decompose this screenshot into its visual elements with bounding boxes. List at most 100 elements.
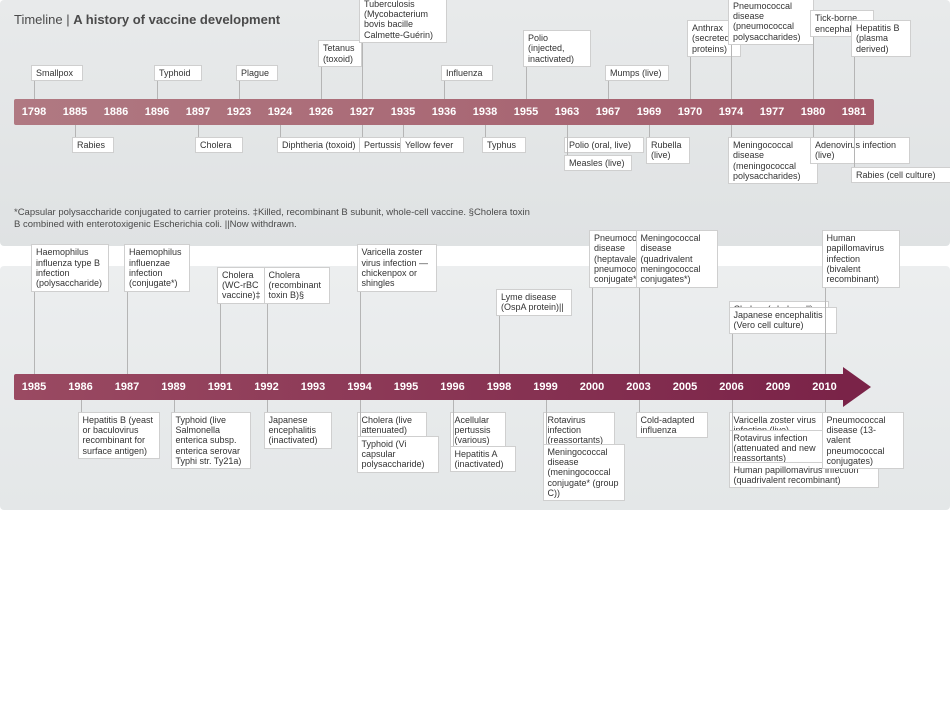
vaccine-box: Cholera (recombinant toxin B)§ xyxy=(264,267,330,304)
connector-stem xyxy=(280,125,281,137)
year-label: 1923 xyxy=(219,99,259,125)
connector-stem xyxy=(267,302,268,374)
year-label: 1967 xyxy=(588,99,628,125)
connector-stem xyxy=(690,55,691,99)
connector-stem xyxy=(649,125,650,137)
year-label: 1986 xyxy=(61,374,101,400)
connector-stem xyxy=(825,400,826,412)
connector-stem xyxy=(592,286,593,374)
vaccine-box: Polio (injected, inactivated) xyxy=(523,30,591,67)
vaccine-box: Hepatitis B (plasma derived) xyxy=(851,20,911,57)
vaccine-box: Meningococcal disease (meningococcal con… xyxy=(543,444,625,502)
connector-stem xyxy=(732,400,733,462)
connector-stem xyxy=(403,125,404,137)
connector-stem xyxy=(639,400,640,412)
connector-stem xyxy=(453,400,454,446)
vaccine-box: Haemophilus influenzae infection (conjug… xyxy=(124,244,190,291)
year-label: 1798 xyxy=(14,99,54,125)
year-label: 1927 xyxy=(342,99,382,125)
year-label: 1935 xyxy=(383,99,423,125)
year-label: 1936 xyxy=(424,99,464,125)
connector-stem xyxy=(321,65,322,99)
connector-stem xyxy=(731,43,732,99)
connector-stem xyxy=(485,125,486,137)
footnote: *Capsular polysaccharide conjugated to c… xyxy=(14,207,534,232)
connector-stem xyxy=(732,332,733,374)
year-label: 1981 xyxy=(834,99,874,125)
vaccine-box: Cholera (WC-rBC vaccine)‡ xyxy=(217,267,269,304)
vaccine-box: Rubella (live) xyxy=(646,137,690,164)
vaccine-box: Hepatitis A (inactivated) xyxy=(450,446,516,473)
connector-stem xyxy=(360,290,361,374)
year-label: 1926 xyxy=(301,99,341,125)
year-label: 1897 xyxy=(178,99,218,125)
year-label: 1970 xyxy=(670,99,710,125)
connector-stem xyxy=(127,290,128,374)
vaccine-box: Meningococcal disease (quadrivalent meni… xyxy=(636,230,718,288)
connector-stem xyxy=(198,125,199,137)
connector-stem xyxy=(813,125,814,137)
connector-stem xyxy=(546,400,547,444)
year-label: 1994 xyxy=(340,374,380,400)
connector-stem xyxy=(34,79,35,99)
connector-stem xyxy=(639,286,640,374)
year-label: 2005 xyxy=(665,374,705,400)
connector-stem xyxy=(526,65,527,99)
connector-stem xyxy=(362,125,363,137)
vaccine-box: Rabies xyxy=(72,137,114,153)
connector-stem xyxy=(75,125,76,137)
connector-stem xyxy=(499,314,500,374)
connector-stem xyxy=(220,302,221,374)
timeline-top: SmallpoxTyphoidPlagueTetanus (toxoid)Tub… xyxy=(14,35,936,189)
boxes-above-bottom: Haemophilus influenza type B infection (… xyxy=(14,278,936,374)
year-label: 1924 xyxy=(260,99,300,125)
vaccine-box: Varicella zoster virus infection — chick… xyxy=(357,244,437,291)
year-label: 1974 xyxy=(711,99,751,125)
vaccine-box: Human papillomavirus infection (bivalent… xyxy=(822,230,900,288)
title-prefix: Timeline | xyxy=(14,12,73,27)
vaccine-box: Typhoid xyxy=(154,65,202,81)
year-label: 1998 xyxy=(479,374,519,400)
year-label: 2003 xyxy=(619,374,659,400)
vaccine-box: Mumps (live) xyxy=(605,65,669,81)
boxes-above-top: SmallpoxTyphoidPlagueTetanus (toxoid)Tub… xyxy=(14,35,936,99)
vaccine-box: Rabies (cell culture) xyxy=(851,167,950,183)
connector-stem xyxy=(174,400,175,412)
connector-stem xyxy=(360,400,361,436)
year-label: 1977 xyxy=(752,99,792,125)
connector-stem xyxy=(267,400,268,412)
axis-top: 1798188518861896189719231924192619271935… xyxy=(14,99,936,125)
year-label: 1955 xyxy=(506,99,546,125)
vaccine-box: Adenovirus infection (live) xyxy=(810,137,910,164)
timeline-panel-top: Timeline | A history of vaccine developm… xyxy=(0,0,950,246)
vaccine-box: Tuberculosis (Mycobacterium bovis bacill… xyxy=(359,0,447,43)
vaccine-box: Cholera xyxy=(195,137,243,153)
year-label: 1992 xyxy=(247,374,287,400)
year-label: 2006 xyxy=(712,374,752,400)
year-label: 2000 xyxy=(572,374,612,400)
year-label: 1993 xyxy=(293,374,333,400)
vaccine-box: Typhoid (live Salmonella enterica subsp.… xyxy=(171,412,251,470)
vaccine-box: Japanese encephalitis (Vero cell culture… xyxy=(729,307,837,334)
year-label: 1938 xyxy=(465,99,505,125)
boxes-below-top: RabiesCholeraDiphtheria (toxoid)Pertussi… xyxy=(14,125,936,189)
vaccine-box: Smallpox xyxy=(31,65,83,81)
connector-stem xyxy=(608,79,609,99)
timeline-bottom: Haemophilus influenza type B infection (… xyxy=(14,278,936,496)
year-label: 2009 xyxy=(758,374,798,400)
year-label: 1886 xyxy=(96,99,136,125)
connector-stem xyxy=(362,41,363,99)
vaccine-box: Tetanus (toxoid) xyxy=(318,40,362,67)
year-label: 2010 xyxy=(805,374,845,400)
year-label: 1980 xyxy=(793,99,833,125)
vaccine-box: Diphtheria (toxoid) xyxy=(277,137,369,153)
axis-bottom: 1985198619871989199119921993199419951996… xyxy=(14,374,936,400)
vaccine-box: Typhoid (Vi capsular polysaccharide) xyxy=(357,436,439,473)
vaccine-box: Hepatitis B (yeast or baculovirus recomb… xyxy=(78,412,160,459)
connector-stem xyxy=(157,79,158,99)
vaccine-box: Pneumococcal disease (13-valent pneumoco… xyxy=(822,412,904,470)
vaccine-box: Cholera (live attenuated) xyxy=(357,412,427,439)
vaccine-box: Pneumococcal disease (pneumococcal polys… xyxy=(728,0,814,45)
connector-stem xyxy=(825,286,826,374)
connector-stem xyxy=(854,55,855,99)
